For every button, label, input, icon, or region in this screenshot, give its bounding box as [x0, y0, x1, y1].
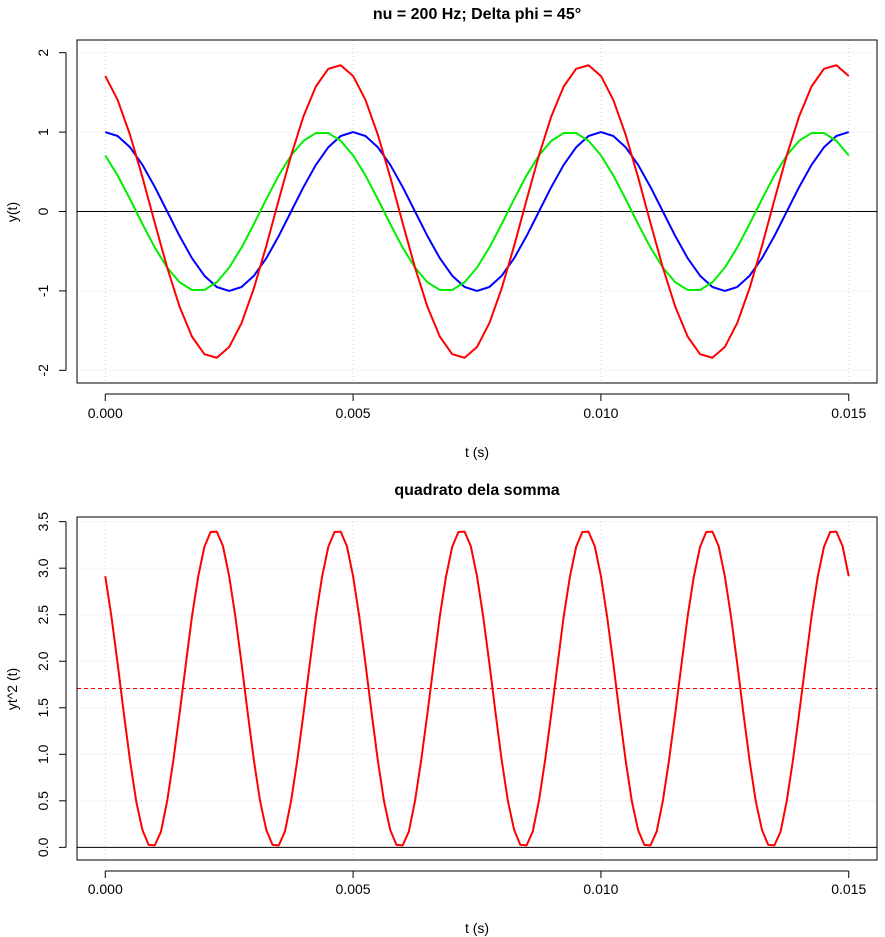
chart-panel-top: nu = 200 Hz; Delta phi = 45° t (s) y(t) … [4, 6, 878, 460]
series-line-0 [104, 131, 850, 292]
series-group [104, 530, 850, 847]
x-axis-label: t (s) [465, 920, 489, 936]
y-axis: 0.0 0.5 1.0 1.5 2.0 2.5 3.0 3.5 [35, 512, 67, 857]
y-tick-label: 2 [35, 49, 51, 57]
y-tick-label: 1.5 [35, 698, 51, 718]
reference-lines [77, 688, 877, 848]
y-tick-label: 3.5 [35, 512, 51, 532]
y-axis: -2 -1 0 1 2 [35, 49, 67, 377]
y-tick-label: 0.5 [35, 791, 51, 811]
y-axis-label: yt^2 (t) [4, 668, 20, 710]
chart-panel-bottom: quadrato dela somma t (s) yt^2 (t) 0.000… [4, 482, 878, 936]
y-tick-label: -2 [35, 364, 51, 377]
plot-frame [76, 516, 878, 861]
y-tick-label: 3.0 [35, 558, 51, 578]
y-tick-label: 0.0 [35, 837, 51, 857]
y-tick-label: 1.0 [35, 744, 51, 764]
x-tick-label: 0.015 [831, 881, 866, 897]
y-tick-label: 2.0 [35, 651, 51, 671]
chart-title: quadrato dela somma [394, 482, 559, 499]
series-line-2 [104, 64, 850, 359]
y-axis-label: y(t) [4, 202, 20, 222]
series-group [104, 64, 850, 359]
y-tick-label: 0 [35, 207, 51, 215]
y-tick-label: 2.5 [35, 605, 51, 625]
y-tick-label: -1 [35, 284, 51, 297]
plot-frame [76, 39, 878, 384]
x-tick-label: 0.015 [831, 405, 866, 421]
x-tick-label: 0.000 [88, 881, 123, 897]
x-axis: 0.000 0.005 0.010 0.015 [88, 393, 866, 421]
x-tick-label: 0.010 [583, 881, 618, 897]
series-line-1 [104, 132, 850, 291]
x-tick-label: 0.005 [336, 405, 371, 421]
chart-title: nu = 200 Hz; Delta phi = 45° [373, 6, 581, 23]
x-tick-label: 0.000 [88, 405, 123, 421]
x-tick-label: 0.010 [583, 405, 618, 421]
x-tick-label: 0.005 [336, 881, 371, 897]
series-line-0 [104, 530, 850, 847]
x-axis: 0.000 0.005 0.010 0.015 [88, 870, 866, 897]
x-axis-label: t (s) [465, 444, 489, 460]
y-tick-label: 1 [35, 128, 51, 136]
